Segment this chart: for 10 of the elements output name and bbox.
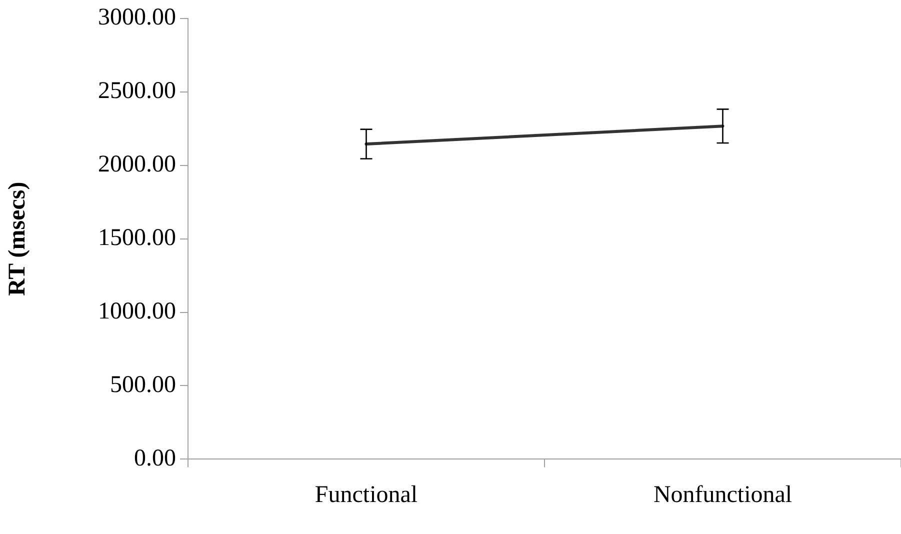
x-tick-label: Functional [314,482,418,508]
y-tick-label: 2000.00 [98,152,176,178]
y-tick-label: 0.00 [134,445,176,472]
y-tick-label: 500.00 [110,372,176,398]
y-tick-label: 1500.00 [98,225,176,252]
y-axis-title: RT (msecs) [4,182,31,296]
x-tick-label: Nonfunctional [653,482,792,508]
y-tick-label: 1000.00 [98,298,176,325]
y-tick-label: 3000.00 [98,4,176,31]
y-tick-label: 2500.00 [98,78,176,104]
